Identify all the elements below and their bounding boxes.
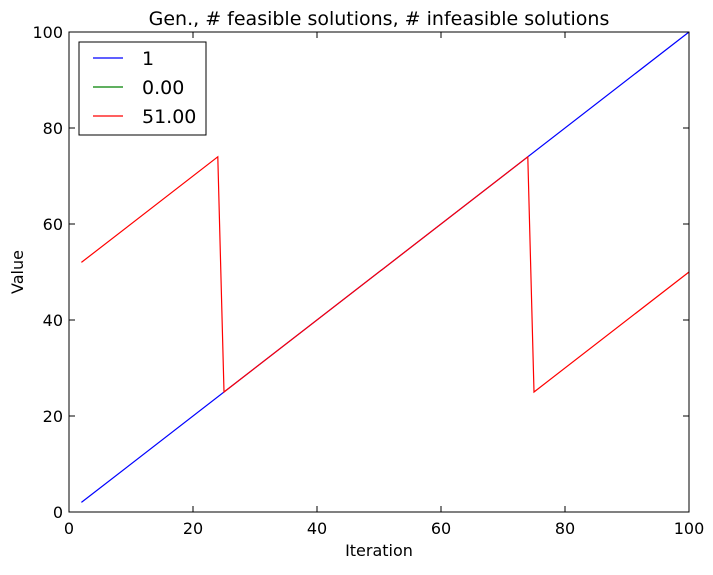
- x-axis-label: Iteration: [345, 541, 413, 560]
- y-tick-label: 40: [43, 311, 63, 330]
- legend-label-0: 1: [142, 48, 154, 70]
- x-tick-label: 40: [307, 519, 327, 538]
- series-line-2: [81, 155, 690, 394]
- legend-label-2: 51.00: [142, 106, 196, 128]
- legend-label-1: 0.00: [142, 77, 184, 99]
- y-axis-label: Value: [8, 250, 27, 294]
- y-tick-label: 20: [43, 407, 63, 426]
- y-tick-label: 60: [43, 215, 63, 234]
- y-tick-label: 100: [32, 23, 63, 42]
- legend: 1 0.00 51.00: [78, 41, 207, 136]
- y-tick-label: 0: [53, 503, 63, 522]
- y-tick-label: 80: [43, 119, 63, 138]
- x-tick-label: 60: [431, 519, 451, 538]
- x-tick-label: 0: [64, 519, 74, 538]
- plot-lines: [81, 31, 690, 503]
- chart-title: Gen., # feasible solutions, # infeasible…: [149, 8, 610, 30]
- x-axis: 0 20 40 60 80 100: [64, 32, 704, 538]
- y-axis: 0 20 40 60 80 100: [32, 23, 689, 522]
- plot-frame: [68, 31, 690, 513]
- x-tick-label: 80: [555, 519, 575, 538]
- x-tick-label: 20: [183, 519, 203, 538]
- x-tick-label: 100: [674, 519, 705, 538]
